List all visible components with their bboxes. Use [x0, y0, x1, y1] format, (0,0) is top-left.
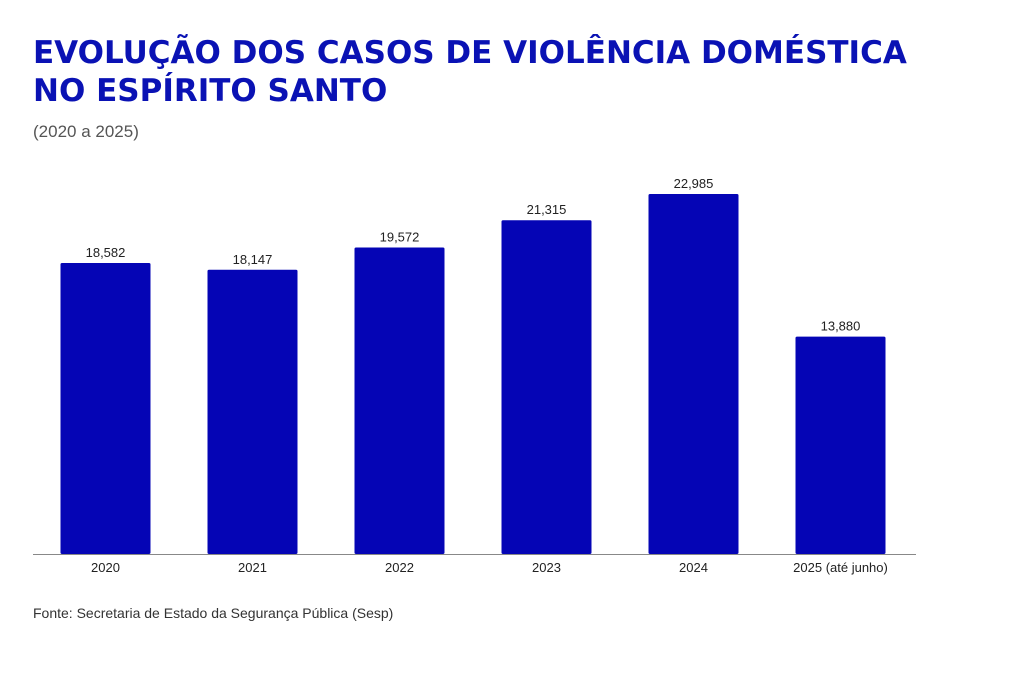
data-label: 21,315: [527, 202, 567, 217]
x-tick-label: 2022: [385, 560, 414, 575]
chart-title: EVOLUÇÃO DOS CASOS DE VIOLÊNCIA DOMÉSTIC…: [33, 35, 907, 109]
x-tick-label: 2020: [91, 560, 120, 575]
bar-2024: [648, 194, 739, 554]
x-tick-label: 2021: [238, 560, 267, 575]
data-label: 22,985: [674, 176, 714, 191]
data-label: 19,572: [380, 230, 420, 245]
x-tick-label: 2023: [532, 560, 561, 575]
bar-2021: [207, 269, 298, 554]
source-note: Fonte: Secretaria de Estado da Segurança…: [33, 605, 394, 621]
bar-2025: [795, 336, 886, 554]
data-label: 18,582: [86, 245, 126, 260]
x-tick-label: 2024: [679, 560, 708, 575]
data-label: 18,147: [233, 252, 273, 267]
bar-2022: [354, 247, 445, 554]
data-label: 13,880: [821, 319, 861, 334]
bar-2020: [60, 263, 151, 554]
chart-subtitle: (2020 a 2025): [33, 122, 139, 141]
x-tick-label: 2025 (até junho): [793, 560, 888, 575]
bar-2023: [501, 220, 592, 554]
